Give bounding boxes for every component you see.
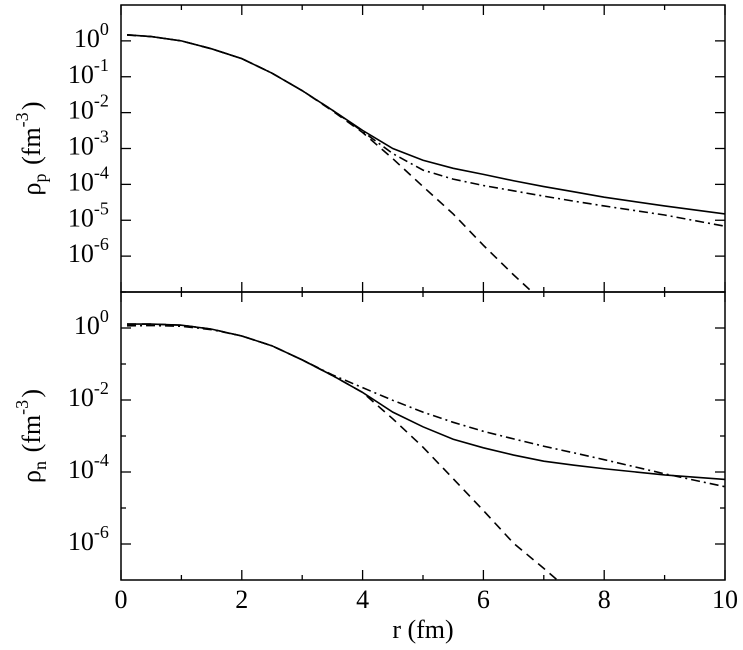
y-tick-label: 100 xyxy=(74,306,111,340)
plot-area xyxy=(126,33,725,292)
curve xyxy=(126,34,725,228)
y-axis-label: ρn (fm-3 ) xyxy=(12,389,50,483)
y-tick-label: 10-5 xyxy=(68,198,111,232)
curve xyxy=(127,323,725,481)
y-axis-label: ρp (fm-3 ) xyxy=(12,101,50,195)
y-tick-label: 10-6 xyxy=(68,234,111,268)
y-tick-label: 10-2 xyxy=(68,91,111,125)
x-tick-label: 2 xyxy=(235,585,248,614)
x-tick-label: 10 xyxy=(712,585,738,614)
x-tick-label: 6 xyxy=(477,585,490,614)
x-axis-label: r (fm) xyxy=(392,615,453,644)
y-tick-label: 10-2 xyxy=(68,378,111,412)
y-tick-label: 10-3 xyxy=(68,127,111,161)
y-tick-label: 10-6 xyxy=(68,522,111,556)
y-tick-label: 10-4 xyxy=(68,450,111,484)
x-tick-label: 0 xyxy=(115,585,128,614)
x-tick-label: 4 xyxy=(356,585,369,614)
plot-frame xyxy=(120,291,726,581)
curve xyxy=(127,323,559,580)
y-tick-label: 100 xyxy=(74,19,111,53)
y-tick-label: 10-4 xyxy=(68,163,111,197)
curve xyxy=(127,324,725,488)
curve xyxy=(126,33,725,215)
plot-area xyxy=(127,323,725,580)
y-tick-label: 10-1 xyxy=(68,55,111,89)
curve xyxy=(126,33,534,292)
x-tick-label: 8 xyxy=(598,585,611,614)
